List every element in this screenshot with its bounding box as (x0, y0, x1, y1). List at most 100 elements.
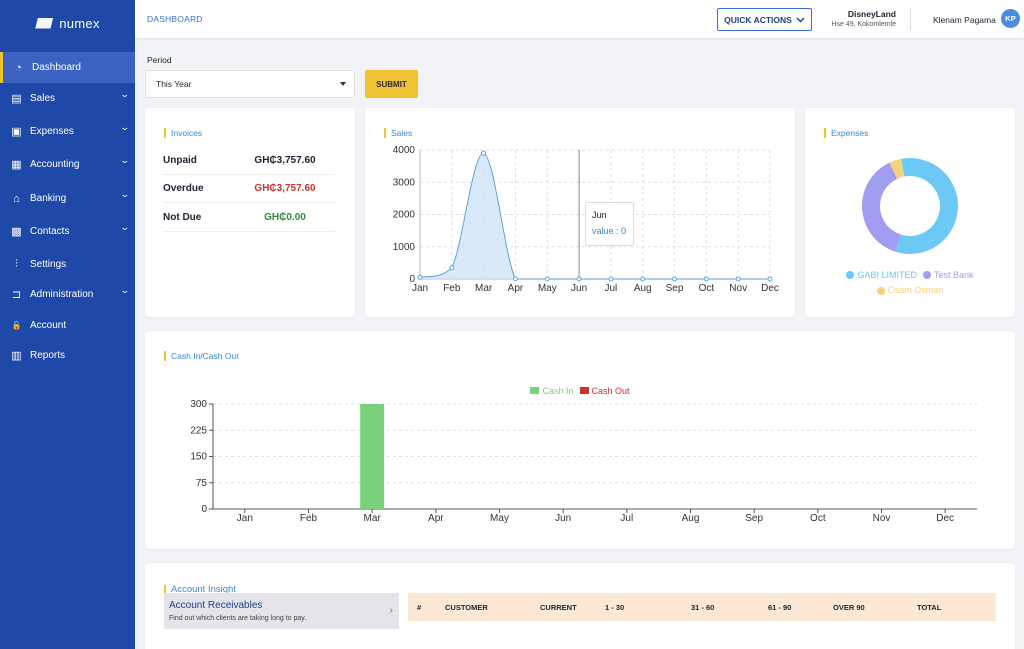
quick-actions-button[interactable]: QUICK ACTIONS (717, 8, 812, 31)
sidebar-item-settings[interactable]: ⫶ Settings (0, 249, 135, 280)
sales-area (420, 153, 770, 279)
company-name: DisneyLand (847, 9, 896, 19)
x-tick-label: Mar (364, 513, 382, 524)
x-tick-label: Jun (555, 513, 571, 524)
legend-swatch-icon (530, 387, 540, 394)
chevron-down-icon: ⌄ (120, 155, 131, 165)
sidebar-item-contacts[interactable]: ▩ Contacts ⌄ (0, 216, 135, 247)
sales-point (481, 150, 487, 156)
y-tick-label: 4000 (393, 145, 416, 156)
caret-down-icon (340, 82, 346, 86)
sales-card: Sales 0 1000 2000 3000 4000 Jan Feb Mar Apr May Ju… (365, 108, 795, 317)
submit-button[interactable]: SUBMIT (365, 70, 418, 98)
tooltip-value: value : 0 (592, 226, 627, 236)
sales-point (640, 276, 646, 282)
sidebar-item-label: Accounting (30, 159, 80, 170)
x-tick-label: Jun (571, 283, 587, 294)
expenses-card: Expenses GABI LIMITED Test Bank Osam Osman (805, 108, 1015, 317)
x-tick-label: May (490, 513, 509, 524)
y-tick-label: 300 (190, 399, 207, 410)
sidebar-item-dashboard[interactable]: ◔ Dashboard (0, 52, 135, 83)
sales-tooltip: Jun value : 0 (585, 202, 634, 246)
column-header: TOTAL (917, 603, 942, 612)
sidebar-item-accounting[interactable]: ▦ Accounting ⌄ (0, 149, 135, 180)
user-name[interactable]: Klenam Pagama (933, 15, 996, 25)
x-tick-label: Aug (682, 513, 700, 524)
sidebar-item-expenses[interactable]: ▣ Expenses ⌄ (0, 116, 135, 147)
period-label: Period (147, 55, 172, 65)
donut-slice (895, 158, 958, 254)
cashflow-title: Cash In/Cash Out (164, 351, 239, 361)
x-tick-label: Oct (699, 283, 715, 294)
lock-icon: 🔓 (11, 321, 22, 330)
quick-actions-label: QUICK ACTIONS (724, 14, 792, 25)
column-header: 1 - 30 (605, 603, 625, 612)
sales-point (735, 276, 741, 282)
legend-item[interactable]: Osam Osman (876, 283, 944, 298)
sidebar-item-label: Banking (30, 193, 67, 204)
x-tick-label: Dec (761, 283, 779, 294)
legend-item[interactable]: Test Bank (922, 268, 974, 283)
top-header: DASHBOARD QUICK ACTIONS DisneyLand Hse 4… (135, 0, 1024, 38)
invoices-title: Invoices (164, 128, 202, 138)
column-header: 61 - 90 (768, 603, 792, 612)
legend-dot-icon (922, 271, 931, 279)
header-divider (910, 8, 911, 30)
cashflow-bar-chart: 0 75 150 225 300 Jan Feb Mar Apr May Jun Jul Aug Sep O… (190, 399, 977, 524)
sidebar-item-reports[interactable]: ▥ Reports (0, 340, 135, 371)
calculator-icon: ▦ (11, 159, 22, 171)
period-select[interactable]: This Year (145, 70, 355, 98)
expenses-donut-chart (862, 158, 958, 254)
legend-item[interactable]: Cash Out (579, 385, 630, 396)
sidebar-item-account[interactable]: 🔓 Account (0, 310, 135, 341)
sidebar-item-administration[interactable]: ⊐ Administration ⌄ (0, 279, 135, 310)
chevron-down-icon: ⌄ (120, 285, 131, 295)
chevron-down-icon: ⌄ (120, 122, 131, 132)
sidebar-item-label: Contacts (30, 226, 70, 237)
company-switcher[interactable]: DisneyLand Hse 49, Kokomlemle (823, 9, 896, 28)
tooltip-title: Jun (592, 210, 607, 220)
cashflow-card: Cash In/Cash Out Cash In Cash Out 0 75 150 2… (145, 331, 1015, 549)
sales-point (449, 265, 455, 271)
x-tick-label: Jul (605, 283, 618, 294)
expenses-title: Expenses (824, 128, 868, 138)
legend-label: GABI LIMITED (857, 269, 917, 280)
invoices-card: Invoices Unpaid GH₵3,757.60 Overdue GH₵3,75… (145, 108, 355, 317)
x-tick-label: Oct (810, 513, 826, 524)
sidebar-item-banking[interactable]: ⌂ Banking ⌄ (0, 183, 135, 214)
column-header: # (417, 603, 422, 612)
donut-slice (862, 162, 901, 252)
legend-swatch-icon (579, 387, 589, 394)
sidebar-item-sales[interactable]: ▤ Sales ⌄ (0, 83, 135, 114)
sidebar-item-label: Sales (30, 93, 56, 104)
sidebar-item-label: Reports (30, 350, 66, 361)
x-tick-label: Nov (729, 283, 747, 294)
x-tick-label: Jan (237, 513, 253, 524)
column-header: CURRENT (540, 603, 577, 612)
account-receivables-item[interactable]: Account Receivables Find out which clien… (164, 593, 399, 629)
sales-point (608, 276, 614, 282)
brand-logo[interactable]: numex (0, 0, 135, 46)
legend-label: Test Bank (933, 269, 974, 280)
sales-point (672, 276, 678, 282)
breadcrumb[interactable]: DASHBOARD (147, 14, 203, 24)
sidebar: numex ◔ Dashboard ▤ Sales ⌄ ▣ Expenses ⌄ ▦ Accoun… (0, 0, 135, 649)
legend-item[interactable]: GABI LIMITED (846, 268, 917, 283)
legend-label: Osam Osman (887, 285, 944, 295)
invoice-row-not-due: Not Due GH₵0.00 (163, 204, 335, 232)
invoice-row-value: GH₵3,757.60 (254, 155, 316, 166)
period-selected-value: This Year (156, 79, 192, 89)
x-tick-label: Mar (475, 283, 493, 294)
avatar[interactable]: KP (1001, 9, 1020, 28)
door-icon: ⊐ (11, 289, 22, 301)
chevron-right-icon: › (389, 605, 393, 616)
x-tick-label: Feb (300, 513, 318, 524)
x-tick-label: Sep (745, 513, 763, 524)
legend-item[interactable]: Cash In (530, 386, 574, 396)
expenses-legend: GABI LIMITED Test Bank Osam Osman (825, 267, 995, 298)
x-tick-label: Jul (620, 513, 633, 524)
legend-dot-icon (846, 271, 855, 279)
legend-label: Cash Out (591, 385, 630, 396)
y-tick-label: 225 (190, 425, 207, 436)
legend-dot-icon (876, 286, 885, 295)
